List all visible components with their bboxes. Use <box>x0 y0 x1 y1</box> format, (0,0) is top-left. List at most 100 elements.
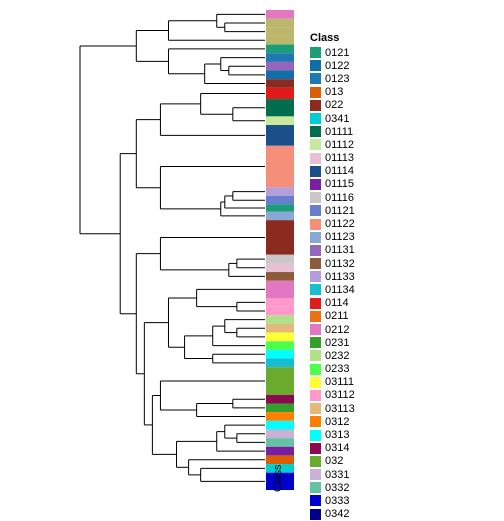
legend-swatch <box>310 377 321 388</box>
legend-swatch <box>310 139 321 150</box>
legend-swatch <box>310 482 321 493</box>
class-bar-segment <box>266 421 294 430</box>
class-bar-segment <box>266 263 294 272</box>
legend-row: 0121 <box>310 46 355 59</box>
class-bar-segment <box>266 404 294 413</box>
legend-label: 0232 <box>325 350 349 362</box>
legend-swatch <box>310 179 321 190</box>
class-bar-segment <box>266 395 294 404</box>
legend-row: 0123 <box>310 72 355 85</box>
legend-label: 0122 <box>325 60 349 72</box>
legend-swatch <box>310 390 321 401</box>
legend-row: 0231 <box>310 336 355 349</box>
legend-swatch <box>310 403 321 414</box>
class-bar-segment <box>266 53 294 62</box>
legend-swatch <box>310 232 321 243</box>
legend-label: 01111 <box>325 126 353 138</box>
legend-row: 022 <box>310 99 355 112</box>
class-bar-segment <box>266 187 294 196</box>
legend-swatch <box>310 469 321 480</box>
class-bar-segment <box>266 196 294 205</box>
legend-swatch <box>310 166 321 177</box>
legend-swatch <box>310 324 321 335</box>
legend-label: 0211 <box>325 310 349 322</box>
legend-row: 01134 <box>310 283 355 296</box>
legend-title: Class <box>310 32 355 44</box>
legend-label: 0123 <box>325 73 349 85</box>
legend-swatch <box>310 126 321 137</box>
bar-axis-label: Class <box>272 464 284 492</box>
legend-label: 01133 <box>325 271 355 283</box>
legend-row: 03113 <box>310 402 355 415</box>
class-bar-segment <box>266 367 294 395</box>
legend-label: 0313 <box>325 429 349 441</box>
legend-label: 01113 <box>325 152 354 164</box>
class-bar-segment <box>266 255 294 264</box>
legend-swatch <box>310 87 321 98</box>
legend-row: 01111 <box>310 125 355 138</box>
class-bar-segment <box>266 455 294 464</box>
legend-label: 01115 <box>325 178 354 190</box>
class-bar-segment <box>266 307 294 316</box>
legend-swatch <box>310 192 321 203</box>
legend-row: 0312 <box>310 415 355 428</box>
legend-label: 01121 <box>325 205 355 217</box>
legend-swatch <box>310 47 321 58</box>
legend-label: 0314 <box>325 442 349 454</box>
legend-swatch <box>310 443 321 454</box>
legend-label: 0333 <box>325 495 349 507</box>
legend-label: 01116 <box>325 192 354 204</box>
legend-label: 0212 <box>325 324 349 336</box>
legend-swatch <box>310 364 321 375</box>
legend-label: 03111 <box>325 376 354 388</box>
class-bar-segment <box>266 71 294 80</box>
legend-label: 01132 <box>325 258 355 270</box>
legend-row: 0212 <box>310 323 355 336</box>
legend-label: 01134 <box>325 284 355 296</box>
legend-row: 01121 <box>310 204 355 217</box>
class-bar-segment <box>266 205 294 212</box>
dendrogram-plot <box>0 0 504 504</box>
legend-label: 0231 <box>325 337 349 349</box>
legend-label: 0332 <box>325 482 349 494</box>
legend-label: 03113 <box>325 403 355 415</box>
legend-swatch <box>310 495 321 506</box>
legend-row: 0233 <box>310 363 355 376</box>
legend-swatch <box>310 205 321 216</box>
legend-swatch <box>310 153 321 164</box>
class-bar-segment <box>266 429 294 438</box>
class-bar-segment <box>266 125 294 146</box>
class-bar-segment <box>266 272 294 281</box>
legend-swatch <box>310 311 321 322</box>
legend-row: 01123 <box>310 231 355 244</box>
legend-swatch <box>310 350 321 361</box>
class-bar-segment <box>266 79 294 88</box>
legend-row: 0342 <box>310 508 355 521</box>
legend-swatch <box>310 100 321 111</box>
legend-row: 0313 <box>310 428 355 441</box>
legend-label: 03112 <box>325 389 355 401</box>
class-bar-segment <box>266 99 294 116</box>
legend-swatch <box>310 219 321 230</box>
legend-label: 0114 <box>325 297 349 309</box>
legend-label: 0331 <box>325 469 349 481</box>
class-bar-segment <box>266 36 294 45</box>
legend-row: 03111 <box>310 376 355 389</box>
legend-label: 013 <box>325 86 343 98</box>
legend-row: 0314 <box>310 442 355 455</box>
class-bar-segment <box>266 412 294 421</box>
legend-label: 0342 <box>325 508 349 520</box>
legend-swatch <box>310 258 321 269</box>
legend-swatch <box>310 509 321 520</box>
legend-row: 01116 <box>310 191 355 204</box>
class-bar-segment <box>266 438 294 447</box>
class-bar-segment <box>266 19 294 28</box>
class-bar-segment <box>266 298 294 307</box>
legend-label: 01112 <box>325 139 354 151</box>
legend-row: 0333 <box>310 494 355 507</box>
legend-row: 01115 <box>310 178 355 191</box>
class-bar-segment <box>266 88 294 99</box>
legend-swatch <box>310 430 321 441</box>
class-bar-segment <box>266 62 294 71</box>
legend-row: 01112 <box>310 138 355 151</box>
